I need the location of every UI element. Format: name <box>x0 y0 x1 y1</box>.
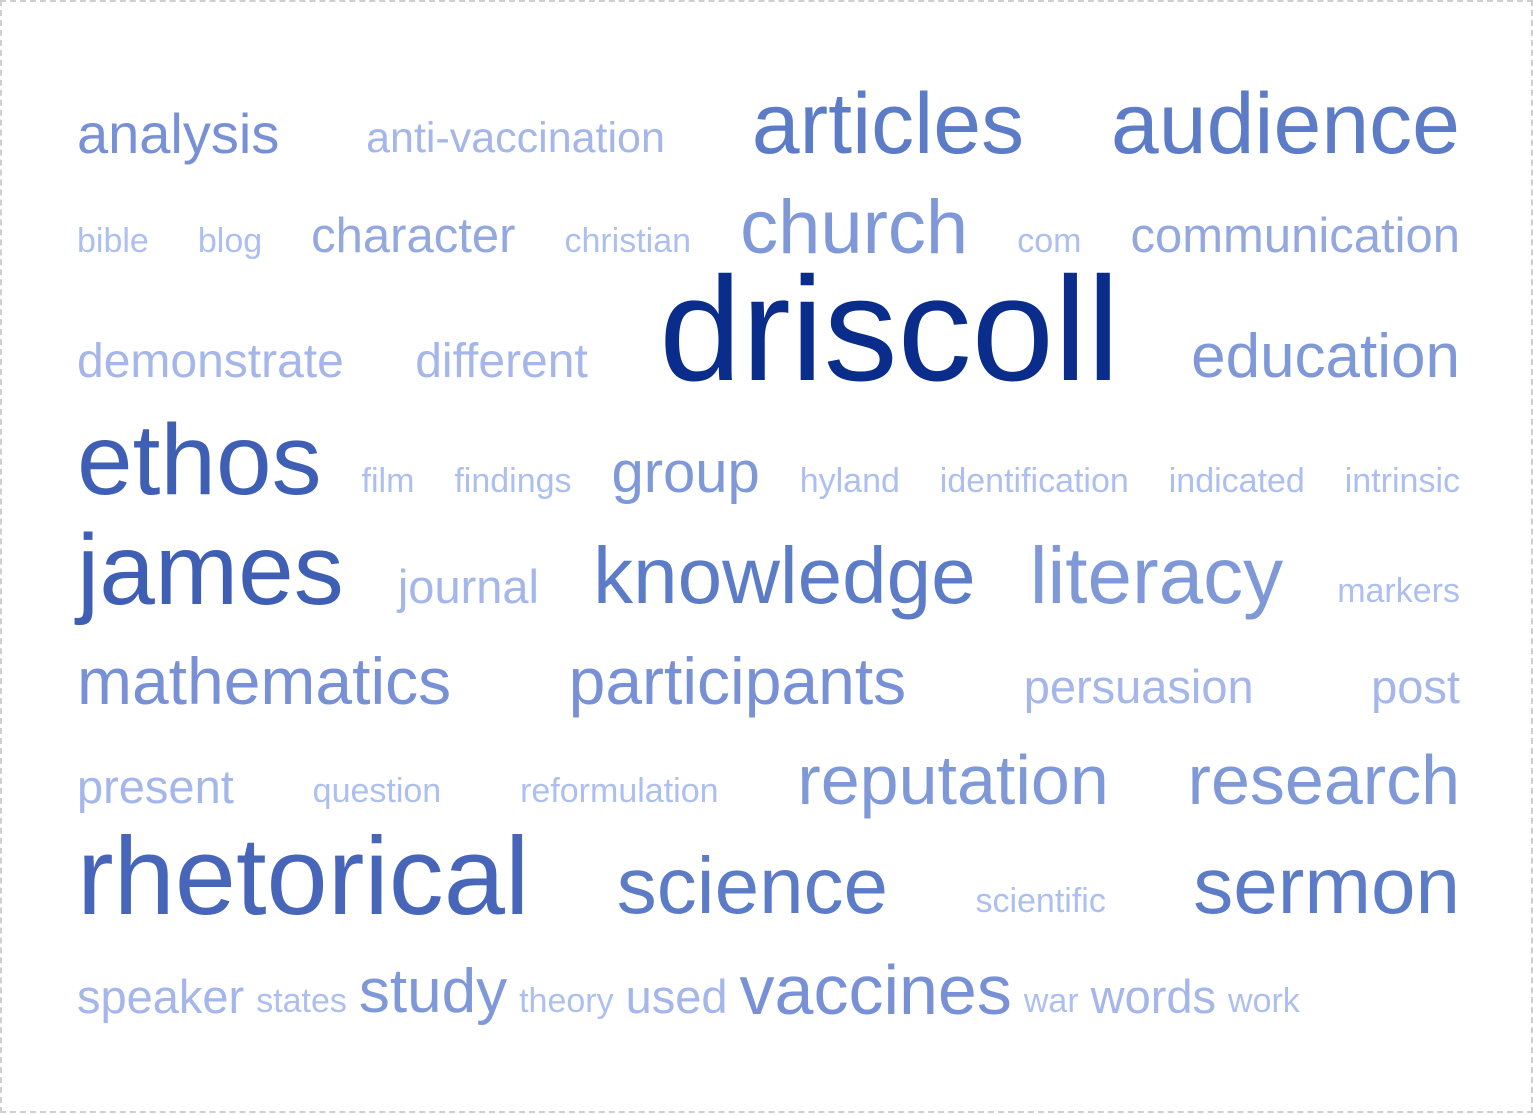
word-blog[interactable]: blog <box>197 222 263 261</box>
word-vaccines[interactable]: vaccines <box>739 950 1012 1029</box>
word-mathematics[interactable]: mathematics <box>77 643 452 718</box>
word-demonstrate[interactable]: demonstrate <box>77 334 344 388</box>
word-work[interactable]: work <box>1228 982 1300 1021</box>
word-journal[interactable]: journal <box>397 560 539 614</box>
word-cloud: analysis anti-vaccination articles audience… <box>77 2 1460 1115</box>
word-reformulation[interactable]: reformulation <box>520 772 719 811</box>
word-persuasion[interactable]: persuasion <box>1023 660 1254 714</box>
word-reputation[interactable]: reputation <box>797 740 1109 819</box>
word-ethos[interactable]: ethos <box>77 404 322 516</box>
word-literacy[interactable]: literacy <box>1029 531 1284 621</box>
word-different[interactable]: different <box>415 334 588 388</box>
word-speaker[interactable]: speaker <box>77 970 245 1024</box>
word-rhetorical[interactable]: rhetorical <box>77 814 530 938</box>
word-study[interactable]: study <box>358 957 508 1027</box>
word-present[interactable]: present <box>77 760 234 814</box>
word-question[interactable]: question <box>312 772 442 811</box>
word-driscoll[interactable]: driscoll <box>659 246 1120 412</box>
word-used[interactable]: used <box>625 970 728 1024</box>
word-markers[interactable]: markers <box>1337 572 1460 611</box>
word-scientific[interactable]: scientific <box>975 882 1106 921</box>
word-knowledge[interactable]: knowledge <box>593 531 976 621</box>
word-christian[interactable]: christian <box>564 222 692 261</box>
word-post[interactable]: post <box>1371 660 1460 714</box>
word-words[interactable]: words <box>1090 970 1217 1024</box>
word-com[interactable]: com <box>1017 222 1082 261</box>
word-bible[interactable]: bible <box>77 222 149 261</box>
word-sermon[interactable]: sermon <box>1193 841 1460 931</box>
word-group[interactable]: group <box>611 440 760 506</box>
word-film[interactable]: film <box>361 462 415 501</box>
word-science[interactable]: science <box>616 841 889 931</box>
word-church[interactable]: church <box>740 184 969 270</box>
word-war[interactable]: war <box>1023 982 1079 1021</box>
word-theory[interactable]: theory <box>519 982 614 1021</box>
word-communication[interactable]: communication <box>1130 208 1460 263</box>
word-education[interactable]: education <box>1191 322 1460 392</box>
word-character[interactable]: character <box>311 208 516 263</box>
word-participants[interactable]: participants <box>568 643 907 718</box>
word-james[interactable]: james <box>77 514 344 626</box>
word-identification[interactable]: identification <box>939 462 1129 501</box>
word-states[interactable]: states <box>256 982 347 1021</box>
word-articles[interactable]: articles <box>751 76 1025 173</box>
word-hyland[interactable]: hyland <box>799 462 900 501</box>
word-findings[interactable]: findings <box>454 462 572 501</box>
word-audience[interactable]: audience <box>1110 76 1460 173</box>
word-intrinsic[interactable]: intrinsic <box>1344 462 1460 501</box>
word-indicated[interactable]: indicated <box>1168 462 1305 501</box>
word-anti-vaccination[interactable]: anti-vaccination <box>366 113 665 162</box>
word-research[interactable]: research <box>1187 740 1460 819</box>
word-analysis[interactable]: analysis <box>77 102 280 166</box>
